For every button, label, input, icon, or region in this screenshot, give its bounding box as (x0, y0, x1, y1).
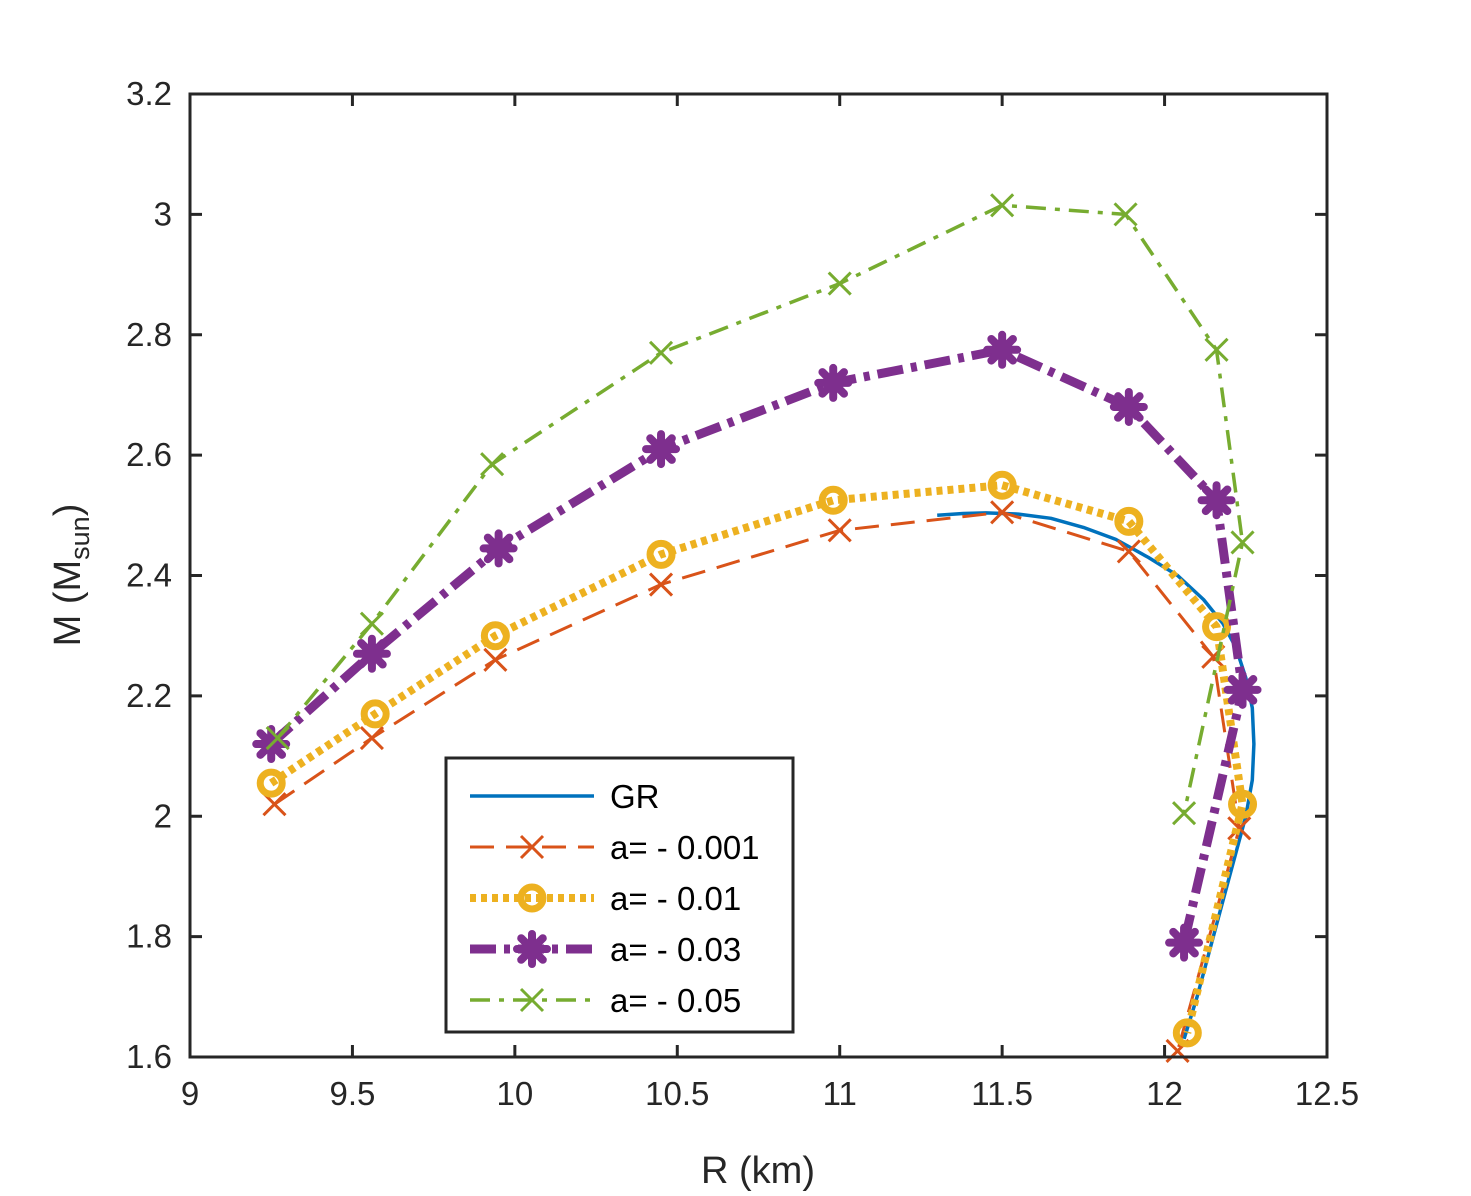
series-3-point-3 (642, 430, 681, 469)
series-3-point-9 (1165, 923, 1204, 962)
legend: GR a= - 0.001 a= - 0.01 a= - 0.03 a= - 0… (444, 756, 795, 1034)
y-tick-label-2: 2 (154, 797, 172, 834)
data-layer (252, 193, 1262, 1064)
x-tick-label-7: 12.5 (1295, 1075, 1359, 1112)
series-4-point-9 (1171, 801, 1197, 826)
series-1-point-3 (648, 572, 674, 597)
legend-label-a-003: a= - 0.03 (610, 931, 741, 968)
series-4-point-8 (1230, 530, 1255, 555)
series-4-line (276, 203, 1245, 814)
series-1-point-1 (359, 725, 384, 751)
series-4-point-7 (1204, 337, 1229, 362)
series-2 (256, 470, 1258, 1048)
series-3-point-1 (352, 634, 391, 673)
x-tick-label-0: 9 (181, 1075, 199, 1112)
x-tick-label-6: 12 (1146, 1075, 1183, 1112)
series-4-point-0 (265, 725, 290, 751)
series-3-point-4 (814, 363, 853, 402)
series-4-point-4 (827, 271, 852, 296)
series-0 (937, 511, 1256, 1040)
series-4-point-2 (480, 452, 505, 477)
series-1-point-8 (1227, 816, 1252, 841)
y-axis-label-close: ) (47, 504, 89, 517)
series-3-point-6 (1109, 387, 1148, 426)
series-0-line (937, 511, 1256, 1040)
x-tick-label-5: 11.5 (971, 1075, 1033, 1112)
series-1-point-4 (827, 518, 852, 543)
legend-label-a-001: a= - 0.01 (610, 880, 741, 917)
y-axis-label: M (Msun) (47, 504, 95, 647)
series-3-point-8 (1223, 670, 1262, 709)
x-axis-label: R (km) (701, 1150, 815, 1192)
series-2-point-4 (818, 485, 848, 515)
series-1-point-2 (483, 647, 508, 672)
series-2-point-9 (1172, 1018, 1202, 1048)
series-2-point-3 (646, 539, 676, 569)
legend-sample-marker-4 (519, 987, 545, 1013)
series-4-point-1 (359, 611, 384, 636)
series-4-point-6 (1113, 202, 1138, 227)
series-2-point-6 (1114, 506, 1144, 536)
legend-label-gr: GR (610, 778, 660, 815)
series-2-point-1 (360, 699, 390, 729)
x-tick-label-1: 9.5 (329, 1075, 375, 1112)
y-tick-label-1: 1.8 (126, 918, 172, 955)
legend-sample-marker-3 (513, 930, 551, 968)
series-4-point-3 (648, 340, 674, 365)
series-3-point-2 (479, 529, 518, 568)
y-tick-label-0: 1.6 (126, 1038, 172, 1075)
legend-label-a-0001: a= - 0.001 (610, 829, 760, 866)
y-axis-label-subscript: sun (65, 516, 95, 560)
series-2-point-7 (1202, 612, 1232, 642)
y-axis-label-main: M (M (47, 560, 89, 647)
series-2-point-8 (1228, 789, 1258, 819)
legend-samples (470, 794, 594, 1013)
y-tick-label-3: 2.2 (126, 677, 172, 714)
series-4 (265, 193, 1255, 826)
series-2-line (268, 481, 1247, 1034)
series-2-point-2 (480, 621, 510, 651)
series-1-point-6 (1116, 539, 1141, 564)
series-2-point-0 (256, 768, 286, 798)
legend-sample-marker-2 (517, 883, 547, 913)
x-tick-label-3: 10.5 (645, 1075, 709, 1112)
x-tick-label-4: 11 (823, 1075, 857, 1112)
y-tick-label-8: 3.2 (126, 75, 172, 112)
y-tick-label-7: 3 (154, 195, 172, 232)
y-tick-label-4: 2.4 (126, 557, 172, 594)
series-3-line (268, 345, 1247, 944)
series-3-point-7 (1197, 481, 1236, 520)
series-2-point-5 (987, 470, 1017, 500)
series-1 (262, 500, 1252, 1064)
y-tick-label-6: 2.8 (126, 316, 172, 353)
series-1-point-5 (990, 500, 1015, 525)
ticks-layer: 9 9.5 10 10.5 11 11.5 12 12.5 1.6 1.8 2 2.2 2.4 2.6 2.… (126, 75, 1359, 1112)
series-4-point-5 (990, 193, 1015, 218)
legend-sample-marker-1 (519, 834, 545, 860)
y-tick-label-5: 2.6 (126, 436, 172, 473)
series-1-line (273, 510, 1241, 1052)
x-tick-label-2: 10 (496, 1075, 533, 1112)
series-3-point-5 (983, 330, 1022, 369)
legend-label-a-005: a= - 0.05 (610, 982, 741, 1019)
